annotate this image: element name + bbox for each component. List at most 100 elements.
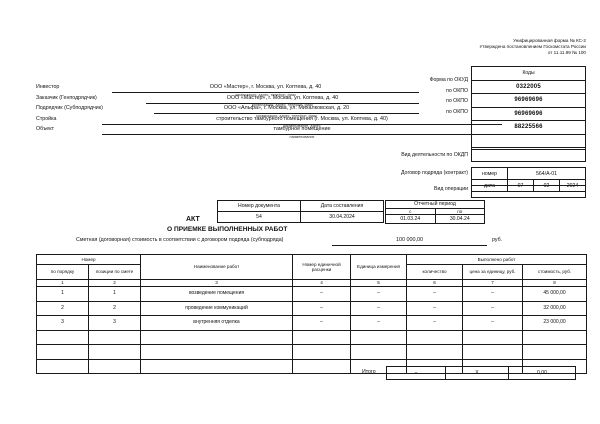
- field-construction-value: строительство тамбурного помещения (г. М…: [216, 115, 388, 122]
- total-label: Итого: [362, 369, 376, 375]
- header-order: по порядку: [36, 264, 89, 280]
- contract-number-label: номер: [471, 167, 508, 180]
- estimate-label: Сметная (договорная) стоимость в соответ…: [76, 237, 284, 243]
- works-table-group-header-row: Номер Наименование работ Номер единичной…: [35, 254, 588, 280]
- works-table-header-row: по порядку позиции по смете количество ц…: [36, 264, 588, 280]
- field-investor-label: Инвестор: [36, 84, 60, 90]
- header-qty: количество: [406, 264, 464, 280]
- cell-estimate-pos: 3: [87, 315, 142, 331]
- label-po-okpo-1: по ОКПО: [446, 87, 468, 94]
- colnum-4: 4: [292, 279, 352, 287]
- label-okdp: Вид деятельности по ОКДП: [401, 152, 468, 158]
- doc-number-header: Номер документа: [217, 200, 301, 212]
- totals-table: – X 0,00: [386, 366, 576, 380]
- header-unit: Единица измерения: [350, 254, 408, 280]
- colnum-7: 7: [462, 279, 524, 287]
- header-unit-rate-no: Номер единичной расценки: [292, 254, 352, 280]
- cell-price: –: [462, 315, 524, 331]
- code-okud: 0322005: [471, 79, 586, 94]
- field-object-caption: наименование: [289, 134, 315, 139]
- contract-number-value: 564/А-01: [507, 167, 586, 180]
- cell-unit: –: [350, 300, 408, 316]
- operation-value-box: [471, 185, 586, 198]
- doc-number-value: 54: [217, 211, 301, 223]
- cell-work-name: проведение коммуникаций: [140, 300, 294, 316]
- group-header-done: Выполнено работ: [406, 254, 588, 265]
- header-cost: стоимость, руб.: [522, 264, 588, 280]
- total-price: X: [445, 366, 509, 380]
- label-po-okud: Форма по ОКУД: [429, 77, 468, 83]
- cell-price: –: [462, 286, 524, 302]
- field-construction-label: Стройка: [36, 115, 57, 122]
- cell-qty: –: [406, 315, 464, 331]
- period-from-value: 01.03.24: [385, 214, 436, 224]
- act-title: АКТ: [186, 216, 200, 223]
- cell-order: 1: [36, 286, 89, 302]
- form-header-note: Унифицированная форма № КС-2 Утверждена …: [479, 38, 586, 56]
- reporting-period-table: Отчетный период с по 01.03.24 30.04.24: [385, 200, 485, 224]
- cell-cost: 23 000,00: [522, 315, 588, 331]
- field-construction-caption: наименование, адрес: [283, 124, 321, 128]
- label-po-okpo-3: по ОКПО: [446, 108, 468, 115]
- act-subtitle: О ПРИЕМКЕ ВЫПОЛНЕННЫХ РАБОТ: [167, 226, 288, 233]
- colnum-6: 6: [406, 279, 464, 287]
- table-row: 2 2 проведение коммуникаций – – – – 32 0…: [36, 300, 588, 316]
- field-investor-value: ООО «Мастер», г. Москва, ул. Коптева, д.…: [209, 84, 322, 91]
- cell-unit: –: [350, 315, 408, 331]
- doc-date-value: 30.04.2024: [300, 211, 384, 223]
- label-po-okpo-2: по ОКПО: [446, 98, 468, 104]
- colnum-3: 3: [140, 279, 294, 287]
- cell-unit-rate-no: –: [292, 300, 352, 316]
- group-header-number: Номер: [35, 254, 142, 265]
- okdp-value: [471, 149, 586, 162]
- cell-unit: –: [350, 286, 408, 302]
- field-customer-value: ООО «Мастер», г. Москва, ул. Коптева, д.…: [226, 94, 339, 101]
- table-row-empty: [36, 329, 588, 345]
- colnum-1: 1: [36, 279, 89, 287]
- header-estimate-pos: позиции по смете: [87, 264, 142, 280]
- colnum-8: 8: [522, 279, 588, 287]
- estimate-unit: руб.: [492, 237, 503, 243]
- table-row: 3 3 внутренняя отделка – – – – 23 000,00: [36, 315, 588, 331]
- codes-table: Коды 0322005 96969696 96969696 88225566: [471, 66, 586, 162]
- cell-estimate-pos: 2: [87, 300, 142, 316]
- label-operation: Вид операции: [434, 186, 468, 192]
- label-contract: Договор подряда (контракт): [400, 170, 468, 176]
- cell-work-name: внутренняя отделка: [140, 315, 294, 331]
- document-info-table: Номер документа Дата составления 54 30.0…: [217, 200, 384, 223]
- colnum-5: 5: [350, 279, 408, 287]
- estimate-value: 100 000,00: [396, 237, 423, 244]
- table-row-empty: [36, 344, 588, 360]
- field-object-value: тамбурное помещение: [273, 126, 331, 133]
- period-to-value: 30.04.24: [434, 214, 485, 224]
- doc-date-header: Дата составления: [300, 200, 384, 212]
- operation-value: [471, 185, 586, 198]
- works-table-colnum-row: 1 2 3 4 5 6 7 8: [36, 279, 588, 287]
- cell-estimate-pos: 1: [87, 286, 142, 302]
- field-object-label: Объект: [36, 126, 55, 132]
- colnum-2: 2: [87, 279, 142, 287]
- header-work-name: Наименование работ: [140, 254, 294, 280]
- cell-order: 3: [36, 315, 89, 331]
- cell-order: 2: [36, 300, 89, 316]
- cell-work-name: возведение помещения: [140, 286, 294, 302]
- field-investor-caption: организация, адрес, телефон, факс: [234, 92, 297, 97]
- cell-cost: 32 000,00: [522, 300, 588, 316]
- cell-qty: –: [406, 286, 464, 302]
- cell-price: –: [462, 300, 524, 316]
- table-row: 1 1 возведение помещения – – – – 45 000,…: [36, 286, 588, 302]
- total-cost: 0,00: [508, 366, 576, 380]
- cell-cost: 45 000,00: [522, 286, 588, 302]
- code-okpo-investor: 96969696: [471, 93, 586, 108]
- field-contractor-value: ООО «Альфа», г. Москва, ул. Михалковская…: [223, 105, 350, 112]
- field-contractor-label: Подрядчик (Субподрядчик): [36, 105, 103, 111]
- field-customer-caption: организация, адрес, телефон, факс: [251, 103, 314, 107]
- cell-unit-rate-no: –: [292, 315, 352, 331]
- field-customer-label: Заказчик (Генподрядчик): [36, 94, 97, 101]
- field-contractor-caption: организация, адрес, телефон, факс: [255, 113, 318, 118]
- works-table: Номер Наименование работ Номер единичной…: [35, 254, 588, 374]
- cell-qty: –: [406, 300, 464, 316]
- okdp-value-box: [471, 149, 586, 162]
- period-header: Отчетный период: [385, 200, 485, 209]
